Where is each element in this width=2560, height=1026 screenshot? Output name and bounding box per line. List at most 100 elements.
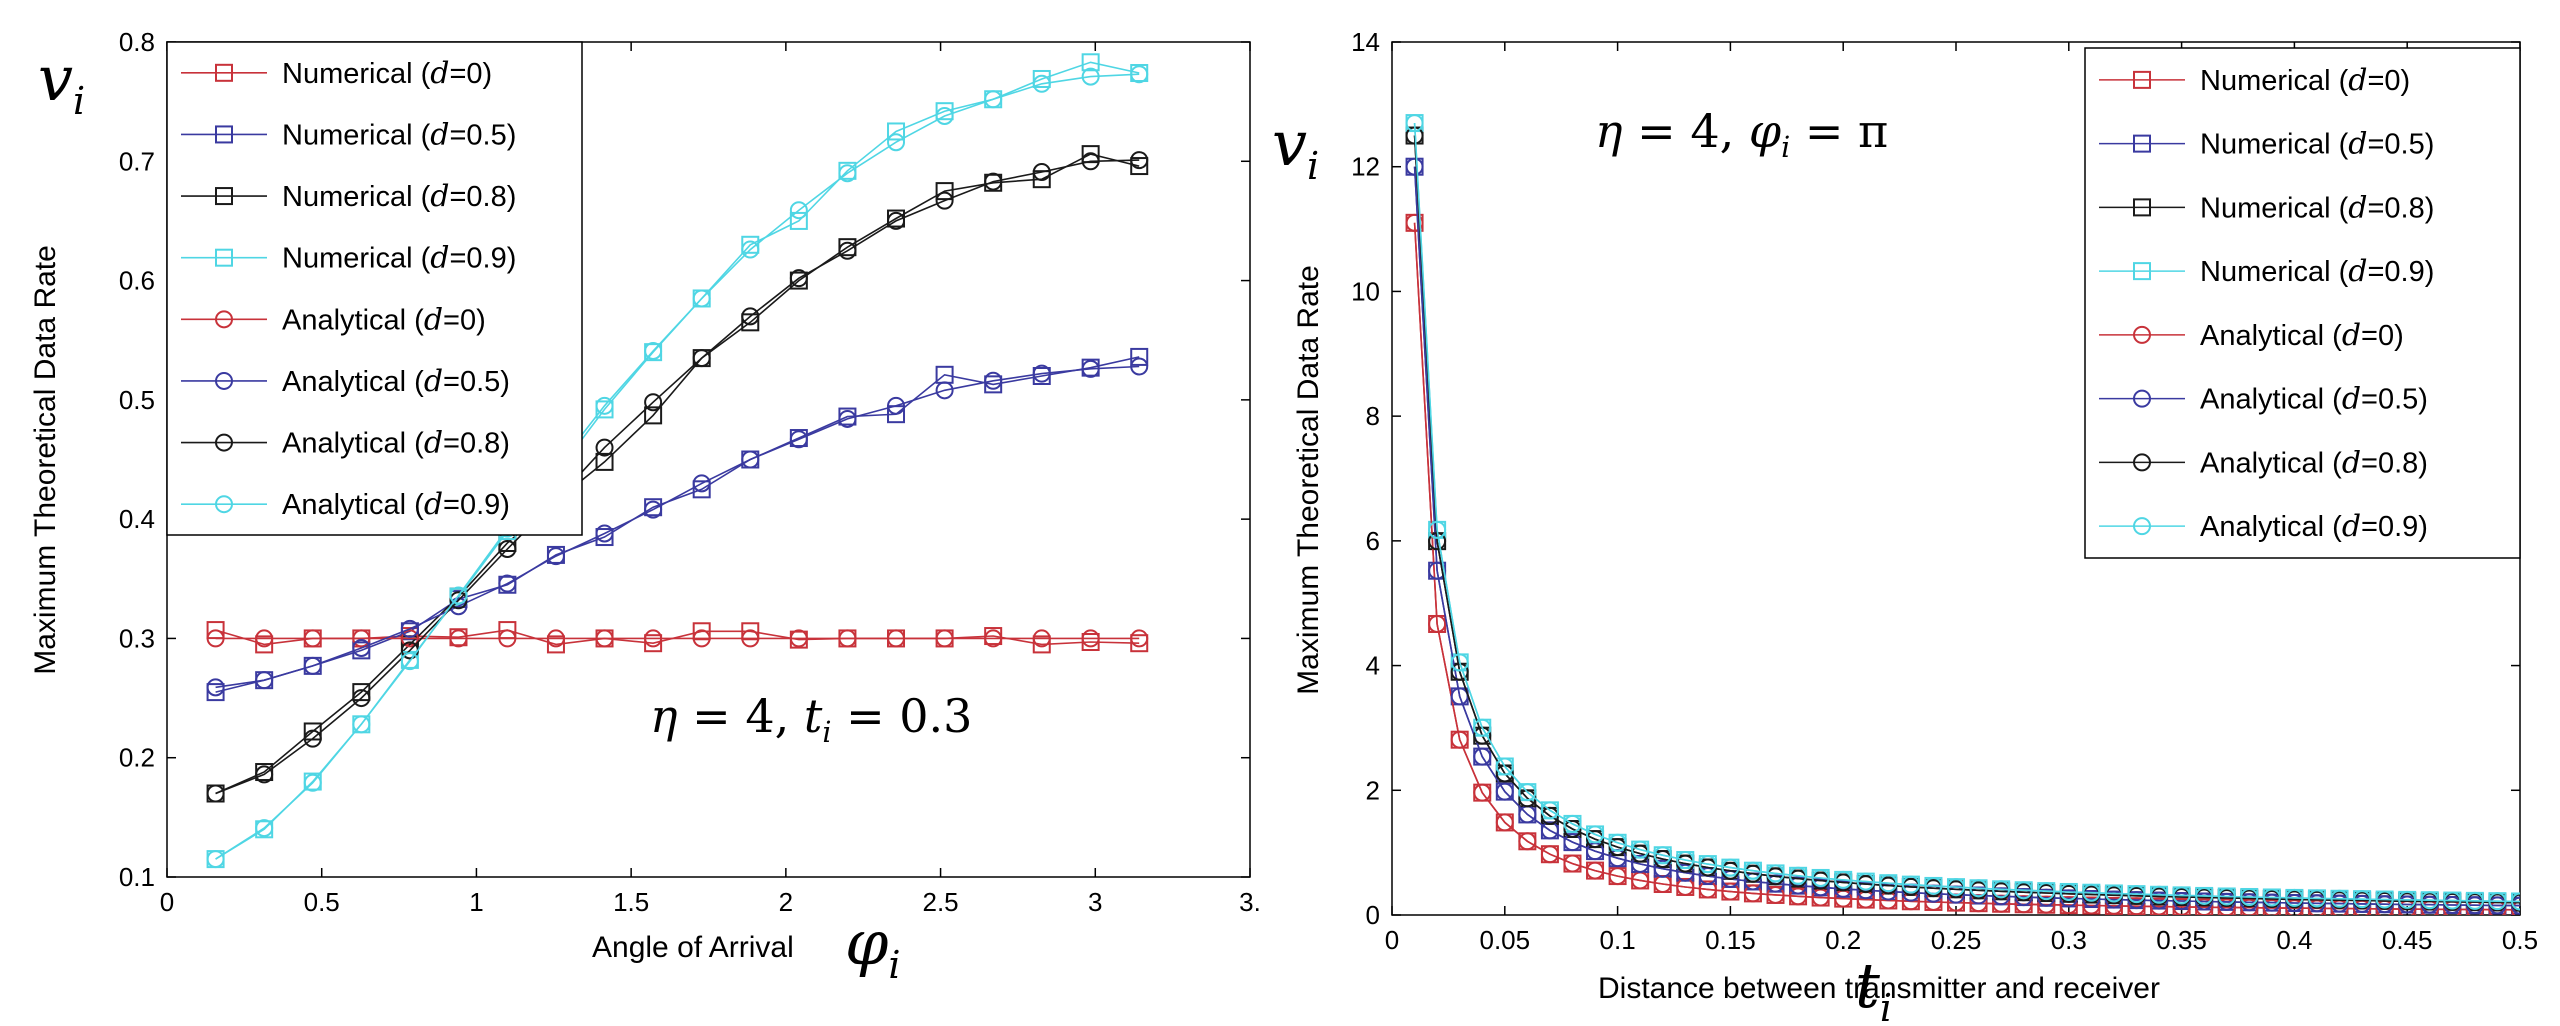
data-point (1540, 845, 1559, 864)
x-axis-label: Distance between transmitter and receive… (1598, 972, 2160, 1005)
series-group (1405, 114, 2520, 915)
data-point (2217, 898, 2236, 915)
data-point (1518, 832, 1537, 851)
data-point (2059, 896, 2078, 915)
data-point (206, 629, 225, 648)
data-point (2104, 884, 2123, 903)
legend-entry: Analytical (d=0.8) (282, 426, 510, 461)
data-point (789, 430, 808, 449)
data-point (352, 689, 371, 708)
data-point (2443, 891, 2462, 910)
data-point (1834, 879, 1853, 898)
data-point (1130, 357, 1149, 376)
data-point (644, 341, 663, 360)
legend-entry: Analytical (d=0.9) (2200, 509, 2428, 544)
data-point (692, 622, 711, 641)
y-tick-label: 0.1 (119, 862, 155, 892)
data-point (546, 635, 565, 654)
legend-marker (215, 248, 233, 267)
data-point (1586, 830, 1605, 849)
y-axis-symbol: vi (1272, 107, 1319, 188)
data-point (498, 574, 517, 593)
legend-marker (215, 433, 233, 452)
legend-marker (2133, 198, 2151, 217)
data-point (2217, 887, 2236, 906)
data-point (1473, 783, 1492, 802)
data-point (449, 629, 468, 648)
data-point (1032, 74, 1051, 93)
data-point (2511, 892, 2520, 911)
data-point (1992, 887, 2011, 906)
data-point (2420, 891, 2439, 910)
data-point (1563, 819, 1582, 838)
data-point (352, 629, 371, 648)
x-tick-label: 0.1 (1600, 925, 1636, 955)
data-point (984, 172, 1003, 191)
y-tick-label: 4 (1366, 651, 1380, 681)
data-point (887, 396, 906, 415)
x-tick-label: 0.35 (2156, 925, 2207, 955)
data-point (789, 211, 808, 230)
data-point (741, 450, 760, 469)
data-point (1405, 114, 1424, 133)
data-point (935, 381, 954, 400)
data-point (1879, 891, 1898, 910)
data-point (2059, 882, 2078, 901)
data-point (1901, 875, 1920, 894)
data-point (1405, 157, 1424, 176)
series-group (206, 53, 1149, 869)
legend-entry: Numerical (d=0.5) (282, 117, 516, 152)
data-point (1081, 359, 1100, 378)
legend-marker (215, 187, 233, 206)
data-point (449, 591, 468, 610)
data-point (2104, 890, 2123, 909)
data-point (1924, 876, 1943, 895)
data-point (1081, 53, 1100, 72)
legend-entry: Numerical (d=0) (282, 56, 492, 91)
data-point (838, 629, 857, 648)
data-point (1081, 629, 1100, 648)
data-point (644, 500, 663, 519)
legend-entry: Analytical (d=0.5) (2200, 382, 2428, 417)
data-point (1518, 783, 1537, 802)
x-tick-label: 0 (160, 887, 174, 917)
data-point (935, 629, 954, 648)
data-point (1721, 882, 1740, 901)
y-tick-label: 0 (1366, 900, 1380, 930)
data-point (741, 240, 760, 259)
data-point (2150, 897, 2169, 915)
data-point (1676, 851, 1695, 870)
legend-marker (2133, 70, 2151, 89)
data-point (887, 211, 906, 230)
data-point (400, 619, 419, 638)
data-point (2150, 891, 2169, 910)
legend-marker (2133, 325, 2151, 344)
data-point (935, 106, 954, 125)
data-point (2037, 882, 2056, 901)
data-point (935, 182, 954, 201)
data-point (2330, 889, 2349, 908)
y-tick-label: 0.4 (119, 504, 155, 534)
data-point (2511, 900, 2520, 915)
data-point (1081, 152, 1100, 171)
data-point (595, 396, 614, 415)
data-point (1586, 861, 1605, 880)
data-point (595, 438, 614, 457)
right-chart: 0 0.05 0.1 0.15 0.2 0.25 0.3 0.35 0.4 0.45 0.5 0 2 4 6… (1272, 27, 2538, 1026)
data-point (2375, 890, 2394, 909)
data-point (2127, 885, 2146, 904)
legend-entry: Analytical (d=0.9) (282, 487, 510, 522)
legend-entry: Analytical (d=0) (2200, 318, 2404, 353)
data-point (1789, 887, 1808, 906)
data-point (1473, 747, 1492, 766)
data-point (2127, 891, 2146, 910)
data-point (1032, 163, 1051, 182)
x-tick-label: 0.2 (1825, 925, 1861, 955)
data-point (206, 683, 225, 702)
data-point (1653, 859, 1672, 878)
data-point (449, 586, 468, 605)
y-tick-label: 0.3 (119, 623, 155, 653)
data-point (1130, 65, 1149, 84)
legend-marker (2133, 262, 2151, 281)
data-point (1698, 855, 1717, 874)
